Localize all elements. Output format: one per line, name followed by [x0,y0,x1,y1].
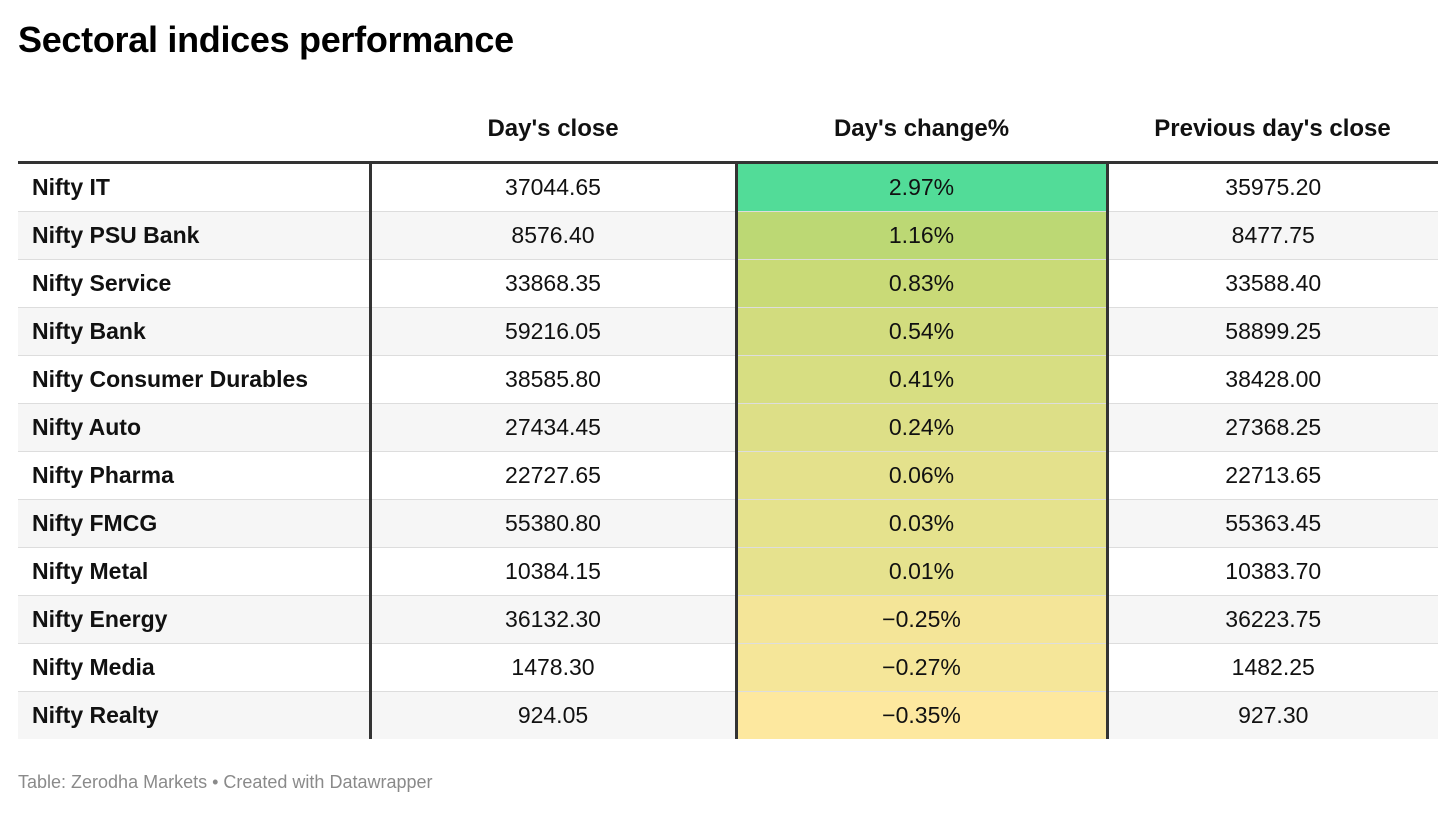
table-row: Nifty Auto 27434.45 0.24% 27368.25 [18,403,1438,452]
row-days-close: 59216.05 [368,307,736,356]
row-previous-close: 10383.70 [1107,547,1438,596]
row-previous-close: 58899.25 [1107,307,1438,356]
table-row: Nifty Metal 10384.15 0.01% 10383.70 [18,547,1438,596]
row-name: Nifty Metal [18,547,370,596]
table-row: Nifty Pharma 22727.65 0.06% 22713.65 [18,451,1438,500]
row-previous-close: 8477.75 [1107,211,1438,260]
row-name: Nifty IT [18,162,370,212]
row-days-close: 27434.45 [368,403,736,452]
row-days-close: 36132.30 [368,595,736,644]
table-row: Nifty Realty 924.05 −0.35% 927.30 [18,691,1438,739]
row-days-change: −0.25% [734,595,1109,644]
row-name: Nifty Auto [18,403,370,452]
row-name: Nifty Energy [18,595,370,644]
row-days-close: 1478.30 [368,643,736,692]
table-row: Nifty Service 33868.35 0.83% 33588.40 [18,259,1438,308]
table-row: Nifty FMCG 55380.80 0.03% 55363.45 [18,499,1438,548]
row-days-close: 8576.40 [368,211,736,260]
row-days-change: 1.16% [734,211,1109,260]
row-days-change: 0.03% [734,499,1109,548]
row-name: Nifty Media [18,643,370,692]
row-previous-close: 35975.20 [1107,162,1438,212]
row-days-change: 0.24% [734,403,1109,452]
row-name: Nifty Service [18,259,370,308]
table-row: Nifty Consumer Durables 38585.80 0.41% 3842… [18,355,1438,404]
row-days-close: 55380.80 [368,499,736,548]
row-days-close: 33868.35 [368,259,736,308]
row-name: Nifty PSU Bank [18,211,370,260]
row-days-change: 0.01% [734,547,1109,596]
row-days-close: 37044.65 [368,162,736,212]
table-row: Nifty Energy 36132.30 −0.25% 36223.75 [18,595,1438,644]
row-previous-close: 36223.75 [1107,595,1438,644]
row-days-change: 0.83% [734,259,1109,308]
row-name: Nifty FMCG [18,499,370,548]
table-body: Nifty IT 37044.65 2.97% 35975.20 Nifty PSU B… [18,162,1438,739]
footer-credit: Table: Zerodha Markets • Created with Da… [18,772,433,792]
header-days-change: Day's change% [736,100,1107,164]
row-days-change: 0.41% [734,355,1109,404]
table-row: Nifty Media 1478.30 −0.27% 1482.25 [18,643,1438,692]
row-days-change: −0.35% [734,691,1109,739]
table-row: Nifty IT 37044.65 2.97% 35975.20 [18,162,1438,212]
header-row: Day's close Day's change% Previous day's… [18,100,1438,164]
table-row: Nifty PSU Bank 8576.40 1.16% 8477.75 [18,211,1438,260]
table-title: Sectoral indices performance [18,19,514,60]
row-days-close: 22727.65 [368,451,736,500]
header-previous-close: Previous day's close [1107,100,1438,164]
row-previous-close: 33588.40 [1107,259,1438,308]
row-days-change: 0.54% [734,307,1109,356]
row-name: Nifty Bank [18,307,370,356]
row-days-change: 2.97% [734,162,1109,212]
row-days-close: 38585.80 [368,355,736,404]
row-previous-close: 22713.65 [1107,451,1438,500]
row-previous-close: 55363.45 [1107,499,1438,548]
table-row: Nifty Bank 59216.05 0.54% 58899.25 [18,307,1438,356]
row-days-close: 10384.15 [368,547,736,596]
row-previous-close: 38428.00 [1107,355,1438,404]
row-previous-close: 27368.25 [1107,403,1438,452]
header-name [18,100,370,164]
header-days-close: Day's close [370,100,736,164]
row-days-change: −0.27% [734,643,1109,692]
row-days-change: 0.06% [734,451,1109,500]
row-name: Nifty Realty [18,691,370,739]
row-name: Nifty Pharma [18,451,370,500]
sector-table: Day's close Day's change% Previous day's… [18,100,1438,739]
row-previous-close: 927.30 [1107,691,1438,739]
row-days-close: 924.05 [368,691,736,739]
row-previous-close: 1482.25 [1107,643,1438,692]
row-name: Nifty Consumer Durables [18,355,370,404]
